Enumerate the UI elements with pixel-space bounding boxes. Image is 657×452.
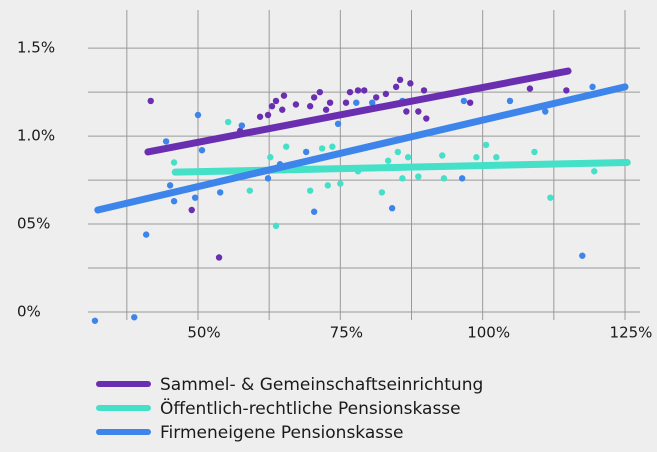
point xyxy=(399,175,406,182)
point xyxy=(439,152,446,159)
point xyxy=(526,85,534,92)
point xyxy=(322,106,330,113)
point xyxy=(215,254,223,261)
point xyxy=(473,154,480,161)
point xyxy=(280,92,288,99)
point xyxy=(396,76,404,84)
point xyxy=(407,80,414,87)
point xyxy=(369,99,376,106)
point xyxy=(147,97,154,105)
point xyxy=(337,180,344,187)
point xyxy=(198,146,206,154)
point xyxy=(392,83,400,91)
point xyxy=(310,94,318,101)
point xyxy=(191,194,199,201)
point xyxy=(194,111,202,119)
point xyxy=(334,120,342,128)
y-tick-label: 05% xyxy=(17,215,50,233)
point xyxy=(310,208,318,215)
y-tick-label: 1.0% xyxy=(17,127,55,145)
trend-line xyxy=(94,83,629,214)
point xyxy=(353,99,360,106)
point xyxy=(458,175,466,182)
point xyxy=(506,97,514,105)
point xyxy=(531,148,538,156)
y-tick-label: 0% xyxy=(17,303,41,321)
point xyxy=(591,168,598,175)
point xyxy=(342,99,350,106)
point xyxy=(378,189,386,196)
point xyxy=(238,122,246,129)
point xyxy=(131,314,138,321)
point xyxy=(306,187,314,194)
point xyxy=(579,252,586,259)
point xyxy=(420,87,428,94)
point xyxy=(217,189,224,196)
point xyxy=(415,173,422,180)
point xyxy=(394,148,402,156)
point xyxy=(382,90,390,98)
point xyxy=(264,175,272,182)
point xyxy=(466,99,474,106)
point xyxy=(142,231,150,238)
point xyxy=(302,148,310,156)
point xyxy=(272,97,280,105)
point xyxy=(423,115,430,122)
point xyxy=(324,182,332,189)
point xyxy=(388,205,396,212)
point xyxy=(542,108,549,115)
legend-label: Sammel- & Gemeinschaftseinrichtung xyxy=(160,375,483,395)
point xyxy=(306,103,314,110)
point xyxy=(403,108,410,115)
point xyxy=(415,108,422,115)
point xyxy=(162,138,170,145)
point xyxy=(482,141,490,149)
point xyxy=(547,194,554,201)
point xyxy=(268,103,276,110)
point xyxy=(440,175,448,182)
x-tick-label: 125% xyxy=(610,324,653,342)
point xyxy=(316,88,324,96)
point xyxy=(166,182,174,189)
x-tick-label: 100% xyxy=(467,324,510,342)
point xyxy=(361,87,368,94)
point xyxy=(354,87,362,94)
x-tick-label: 75% xyxy=(330,324,363,342)
point xyxy=(563,87,570,94)
point xyxy=(267,154,274,161)
legend-label: Firmeneigene Pensionskasse xyxy=(160,423,403,443)
point xyxy=(188,206,195,214)
point xyxy=(91,317,99,324)
point xyxy=(318,145,326,152)
point xyxy=(384,157,392,164)
point xyxy=(373,94,380,101)
x-tick-label: 50% xyxy=(187,324,220,342)
point xyxy=(224,118,232,126)
legend-label: Öffentlich-rechtliche Pensionskasse xyxy=(160,397,461,419)
point xyxy=(292,101,300,108)
point xyxy=(170,197,178,205)
point xyxy=(346,88,354,96)
point xyxy=(329,143,336,150)
point xyxy=(283,143,290,150)
trend-line xyxy=(171,159,631,176)
point xyxy=(264,111,272,119)
point xyxy=(256,113,264,120)
point xyxy=(460,97,468,105)
point xyxy=(326,99,334,106)
point xyxy=(272,222,280,230)
point xyxy=(246,187,254,194)
point xyxy=(404,154,412,161)
trend-line xyxy=(144,67,572,156)
y-tick-label: 1.5% xyxy=(17,39,55,57)
point xyxy=(170,159,178,166)
point xyxy=(279,106,286,113)
point xyxy=(589,83,596,91)
point xyxy=(493,154,500,161)
